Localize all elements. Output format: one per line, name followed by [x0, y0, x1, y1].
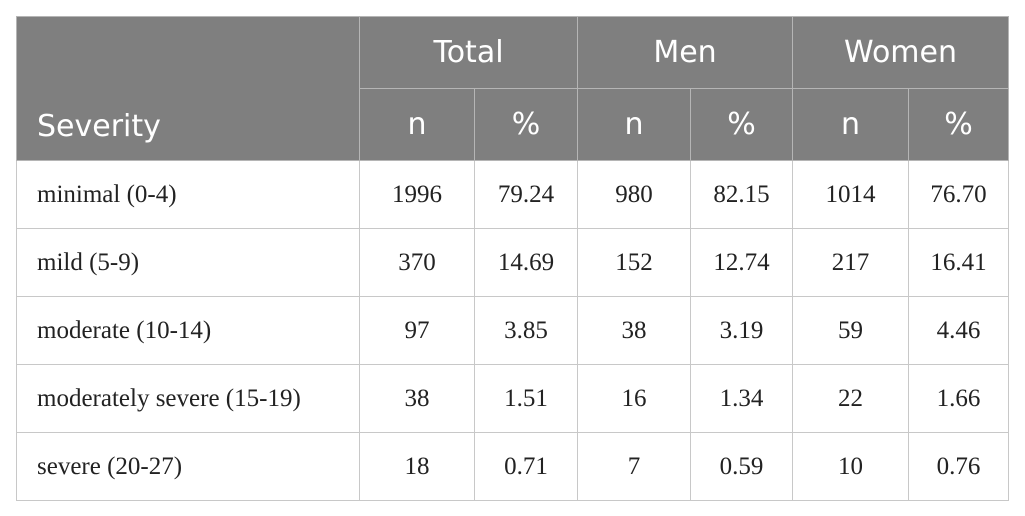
sub-header: n [577, 88, 692, 161]
row-label: mild (5-9) [16, 228, 360, 297]
cell: 12.74 [690, 228, 794, 297]
cell: 76.70 [908, 160, 1010, 229]
table-row: moderately severe (15-19) 38 1.51 16 1.34 22 1… [16, 364, 1010, 433]
row-label: minimal (0-4) [16, 160, 360, 229]
cell: 1014 [792, 160, 910, 229]
cell: 38 [577, 296, 692, 365]
cell: 22 [792, 364, 910, 433]
cell: 980 [577, 160, 692, 229]
cell: 7 [577, 432, 692, 501]
cell: 0.59 [690, 432, 794, 501]
sub-header: n [792, 88, 910, 161]
cell: 3.19 [690, 296, 794, 365]
cell: 1996 [359, 160, 475, 229]
group-header: Total [358, 16, 579, 89]
cell: 14.69 [473, 228, 579, 297]
table-row: minimal (0-4) 1996 79.24 980 82.15 1014 76.70 [16, 160, 1010, 229]
table-row: moderate (10-14) 97 3.85 38 3.19 59 4.46 [16, 296, 1010, 365]
table-row: mild (5-9) 370 14.69 152 12.74 217 16.41 [16, 228, 1010, 297]
cell: 18 [359, 432, 475, 501]
severity-table: Severity Total Men Women n% n% n% minimal (0… [16, 16, 1010, 501]
cell: 16 [577, 364, 692, 433]
header-severity: Severity [16, 16, 360, 161]
sub-header: % [473, 88, 579, 161]
cell: 82.15 [690, 160, 794, 229]
row-label: severe (20-27) [16, 432, 360, 501]
cell: 0.71 [473, 432, 579, 501]
group-header: Men [577, 16, 794, 89]
row-label: moderate (10-14) [16, 296, 360, 365]
sub-header: % [690, 88, 794, 161]
cell: 217 [792, 228, 910, 297]
cell: 152 [577, 228, 692, 297]
sub-header: % [908, 88, 1010, 161]
cell: 16.41 [908, 228, 1010, 297]
cell: 38 [359, 364, 475, 433]
cell: 4.46 [908, 296, 1010, 365]
cell: 1.66 [908, 364, 1010, 433]
row-label: moderately severe (15-19) [16, 364, 360, 433]
sub-header: n [359, 88, 475, 161]
group-header: Women [792, 16, 1010, 89]
cell: 0.76 [908, 432, 1010, 501]
cell: 97 [359, 296, 475, 365]
cell: 1.34 [690, 364, 794, 433]
cell: 59 [792, 296, 910, 365]
cell: 370 [359, 228, 475, 297]
cell: 1.51 [473, 364, 579, 433]
cell: 79.24 [473, 160, 579, 229]
cell: 3.85 [473, 296, 579, 365]
table-row: severe (20-27) 18 0.71 7 0.59 10 0.76 [16, 432, 1010, 501]
cell: 10 [792, 432, 910, 501]
